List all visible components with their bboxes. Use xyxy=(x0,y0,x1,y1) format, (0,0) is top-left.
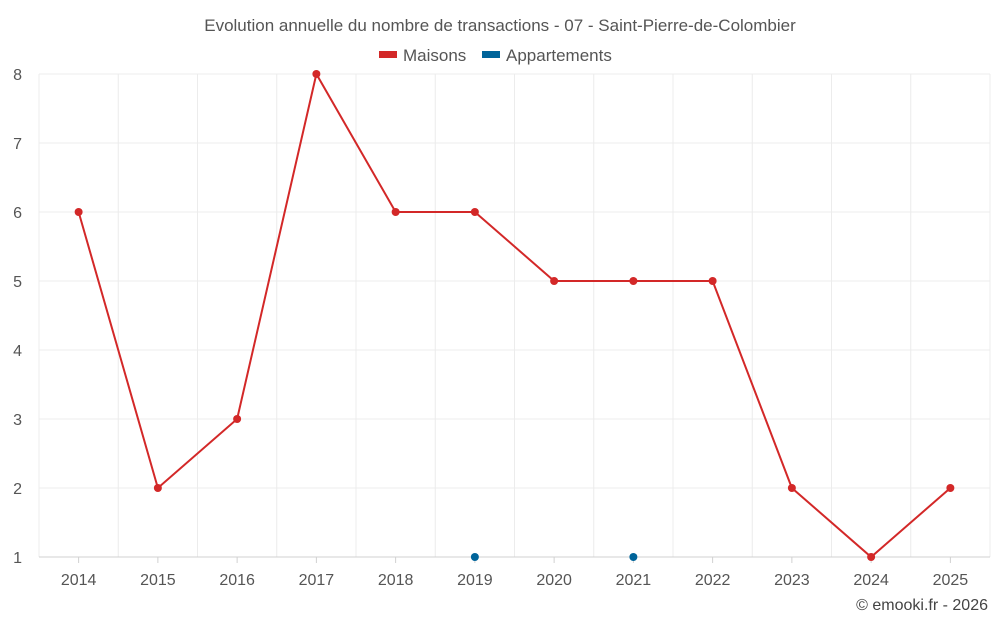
legend-item-maisons[interactable]: Maisons xyxy=(379,46,466,65)
x-tick-label: 2015 xyxy=(140,572,176,589)
x-tick-label: 2020 xyxy=(536,572,572,589)
y-tick-label: 6 xyxy=(13,205,22,222)
credit-text: © emooki.fr - 2026 xyxy=(856,597,988,614)
y-tick-label: 7 xyxy=(13,136,22,153)
data-point[interactable] xyxy=(708,277,717,285)
y-tick-label: 8 xyxy=(13,67,22,84)
series-layer xyxy=(74,70,955,561)
y-tick-label: 5 xyxy=(13,274,22,291)
legend-swatch xyxy=(379,51,397,58)
x-tick-label: 2019 xyxy=(457,572,493,589)
data-point[interactable] xyxy=(233,415,242,423)
legend-item-appartements[interactable]: Appartements xyxy=(482,46,612,65)
data-point[interactable] xyxy=(153,484,162,492)
legend-label: Maisons xyxy=(403,46,466,65)
grid xyxy=(38,73,991,557)
data-point[interactable] xyxy=(946,484,955,492)
data-point[interactable] xyxy=(550,277,559,285)
x-tick-label: 2025 xyxy=(933,572,969,589)
y-tick-label: 2 xyxy=(13,481,22,498)
data-point[interactable] xyxy=(312,70,321,78)
x-tick-label: 2016 xyxy=(219,572,255,589)
y-tick-label: 1 xyxy=(13,550,22,567)
data-point[interactable] xyxy=(470,208,479,216)
legend-swatch xyxy=(482,51,500,58)
data-point[interactable] xyxy=(391,208,400,216)
axes: 1 2 3 4 5 6 7 8 2014 2015 2016 2017 2018 2019 2020 2021… xyxy=(13,67,990,589)
x-tick-label: 2014 xyxy=(61,572,97,589)
y-tick-label: 4 xyxy=(13,343,22,360)
data-point[interactable] xyxy=(470,553,479,561)
series-line xyxy=(77,71,952,559)
x-tick-label: 2023 xyxy=(774,572,810,589)
data-point[interactable] xyxy=(867,553,876,561)
series-maisons xyxy=(74,70,955,561)
data-point[interactable] xyxy=(74,208,83,216)
series-appartements xyxy=(470,553,638,561)
x-tick-label: 2017 xyxy=(299,572,335,589)
x-tick-label: 2022 xyxy=(695,572,731,589)
y-tick-label: 3 xyxy=(13,412,22,429)
data-point[interactable] xyxy=(629,553,638,561)
x-tick-label: 2021 xyxy=(616,572,652,589)
x-tick-label: 2024 xyxy=(853,572,889,589)
legend: Maisons Appartements xyxy=(379,46,612,65)
chart-title: Evolution annuelle du nombre de transact… xyxy=(204,16,796,35)
legend-label: Appartements xyxy=(506,46,612,65)
data-point[interactable] xyxy=(787,484,796,492)
x-tick-label: 2018 xyxy=(378,572,414,589)
data-point[interactable] xyxy=(629,277,638,285)
